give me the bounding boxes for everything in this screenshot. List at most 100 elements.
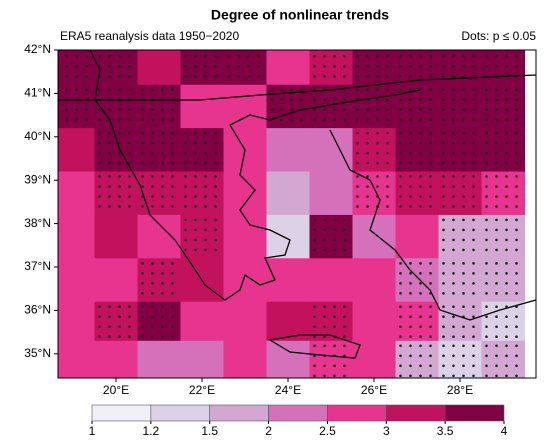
- significance-dot: [128, 325, 131, 329]
- significance-dot: [505, 282, 508, 285]
- significance-dot: [184, 141, 187, 145]
- significance-dot: [472, 292, 475, 295]
- significance-dot: [366, 131, 369, 135]
- significance-dot: [399, 364, 402, 368]
- grid-cell: [137, 301, 181, 346]
- significance-dot: [485, 218, 488, 222]
- grid-cell: [395, 84, 439, 129]
- significance-dot: [171, 118, 174, 122]
- significance-dot: [452, 282, 455, 285]
- colorbar-tick-label: 1.2: [143, 424, 160, 438]
- significance-dot: [419, 118, 422, 122]
- significance-dot: [462, 282, 465, 285]
- significance-dot: [462, 292, 465, 295]
- significance-dot: [429, 151, 432, 155]
- significance-dot: [495, 151, 498, 155]
- significance-dot: [141, 205, 144, 208]
- significance-dot: [409, 305, 412, 309]
- grid-cell: [352, 258, 396, 303]
- grid-cell: [94, 301, 138, 346]
- significance-dot: [65, 88, 68, 92]
- significance-dot: [386, 45, 389, 48]
- significance-dot: [98, 335, 101, 339]
- significance-dot: [515, 65, 518, 68]
- significance-dot: [108, 141, 111, 145]
- significance-dot: [118, 45, 121, 48]
- significance-dot: [505, 248, 508, 252]
- significance-dot: [452, 344, 455, 348]
- significance-dot: [85, 88, 88, 92]
- significance-dot: [386, 151, 389, 155]
- grid-cell: [395, 128, 439, 173]
- significance-dot: [495, 248, 498, 252]
- significance-dot: [85, 118, 88, 122]
- grid-cell: [309, 128, 353, 173]
- significance-dot: [462, 354, 465, 358]
- significance-dot: [495, 185, 498, 188]
- significance-dot: [442, 195, 445, 198]
- significance-dot: [204, 55, 207, 58]
- significance-dot: [429, 75, 432, 78]
- significance-dot: [151, 282, 154, 285]
- significance-dot: [323, 315, 326, 319]
- significance-dot: [462, 185, 465, 188]
- colorbar-tick-label: 4: [501, 424, 508, 438]
- significance-dot: [161, 161, 164, 165]
- significance-dot: [485, 55, 488, 58]
- significance-dot: [399, 65, 402, 68]
- lon-tick-label: 28°E: [447, 383, 473, 397]
- grid-cell: [438, 214, 482, 259]
- significance-dot: [515, 292, 518, 295]
- significance-dot: [194, 141, 197, 145]
- significance-dot: [399, 335, 402, 339]
- grid-cell: [266, 171, 310, 216]
- significance-dot: [485, 238, 488, 242]
- significance-dot: [161, 272, 164, 275]
- significance-dot: [399, 262, 402, 265]
- significance-dot: [462, 175, 465, 178]
- significance-dot: [376, 98, 379, 102]
- significance-dot: [141, 292, 144, 295]
- significance-dot: [108, 305, 111, 309]
- significance-dot: [472, 108, 475, 112]
- significance-dot: [118, 305, 121, 309]
- significance-dot: [419, 364, 422, 368]
- significance-dot: [462, 228, 465, 232]
- significance-dot: [128, 75, 131, 78]
- significance-dot: [485, 228, 488, 232]
- significance-dot: [366, 88, 369, 92]
- significance-dot: [323, 364, 326, 368]
- significance-dot: [409, 195, 412, 198]
- significance-dot: [485, 292, 488, 295]
- grid-cell: [137, 171, 181, 216]
- significance-dot: [214, 131, 217, 135]
- significance-dot: [452, 272, 455, 275]
- significance-dot: [442, 272, 445, 275]
- significance-dot: [247, 65, 250, 68]
- significance-dot: [472, 272, 475, 275]
- significance-dot: [505, 315, 508, 319]
- significance-dot: [429, 315, 432, 319]
- significance-dot: [386, 161, 389, 165]
- significance-dot: [495, 195, 498, 198]
- significance-dot: [505, 45, 508, 48]
- significance-dot: [323, 335, 326, 339]
- significance-dot: [343, 55, 346, 58]
- grid-cell: [58, 340, 95, 378]
- significance-dot: [409, 315, 412, 319]
- significance-dot: [333, 108, 336, 112]
- significance-dot: [366, 141, 369, 145]
- significance-dot: [452, 88, 455, 92]
- significance-dot: [204, 151, 207, 155]
- significance-dot: [505, 344, 508, 348]
- significance-dot: [366, 205, 369, 208]
- significance-dot: [429, 131, 432, 135]
- significance-dot: [376, 175, 379, 178]
- significance-dot: [462, 151, 465, 155]
- significance-dot: [323, 325, 326, 329]
- significance-dot: [495, 205, 498, 208]
- significance-dot: [442, 45, 445, 48]
- grid-cell: [94, 171, 138, 216]
- significance-dot: [171, 161, 174, 165]
- significance-dot: [409, 151, 412, 155]
